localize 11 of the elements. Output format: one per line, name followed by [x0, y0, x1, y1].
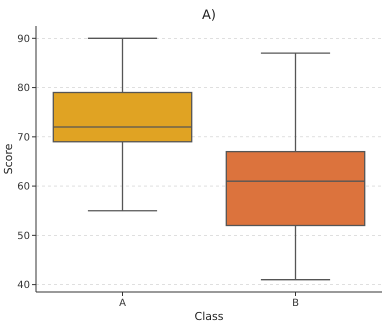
- y-tick-label: 70: [17, 132, 30, 144]
- chart-title: A): [202, 8, 216, 23]
- y-axis-title: Score: [2, 143, 15, 174]
- x-axis-title: Class: [194, 310, 224, 323]
- y-tick-label: 50: [17, 230, 30, 242]
- y-tick-label: 80: [17, 83, 30, 94]
- y-tick-label: 60: [17, 182, 30, 193]
- x-tick-label: B: [292, 298, 300, 309]
- y-tick-label: 90: [17, 34, 30, 45]
- y-tick-label: 40: [17, 280, 30, 292]
- x-tick-label: A: [119, 298, 126, 309]
